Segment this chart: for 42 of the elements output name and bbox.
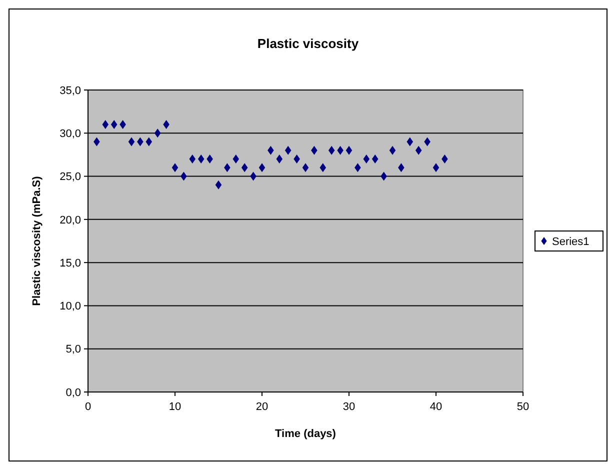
point: [146, 137, 152, 146]
y-tick-label: 0,0: [66, 386, 81, 399]
point: [172, 163, 178, 172]
legend-label: Series1: [552, 236, 590, 248]
point: [415, 146, 422, 155]
x-tick-label: 30: [342, 401, 356, 413]
point: [241, 163, 248, 172]
point: [110, 120, 118, 130]
x-tick-label: 10: [168, 401, 182, 413]
x-axis-title: Time (days): [275, 428, 336, 440]
point: [154, 128, 161, 138]
point: [128, 137, 135, 146]
x-tick-label: 20: [256, 401, 268, 413]
point: [302, 163, 309, 172]
point: [102, 120, 109, 130]
point: [372, 154, 378, 164]
y-tick-label: 25,0: [60, 171, 81, 184]
point: [189, 154, 196, 164]
point: [328, 146, 335, 155]
point: [320, 163, 326, 172]
point: [258, 163, 266, 172]
x-tick-label: 0: [84, 401, 92, 413]
y-tick-label: 15,0: [60, 257, 81, 270]
y-axis-title: Plastic viscosity (mPa.S): [31, 176, 43, 306]
point: [276, 154, 283, 164]
point: [346, 146, 352, 155]
point: [389, 146, 396, 155]
y-tick-label: 5,0: [66, 344, 81, 356]
point: [432, 163, 440, 172]
point: [363, 154, 370, 164]
y-tick-label: 20,0: [60, 214, 81, 226]
point: [232, 154, 240, 164]
point: [406, 137, 414, 146]
point: [284, 146, 292, 155]
chart-title: Plastic viscosity: [257, 36, 360, 51]
x-tick-label: 50: [516, 401, 530, 413]
y-tick-label: 30,0: [60, 128, 81, 140]
point: [198, 154, 204, 164]
y-tick-label: 10,0: [60, 300, 81, 313]
y-tick-label: 35,0: [60, 84, 81, 97]
point: [215, 180, 222, 190]
x-tick-label: 40: [430, 401, 442, 413]
